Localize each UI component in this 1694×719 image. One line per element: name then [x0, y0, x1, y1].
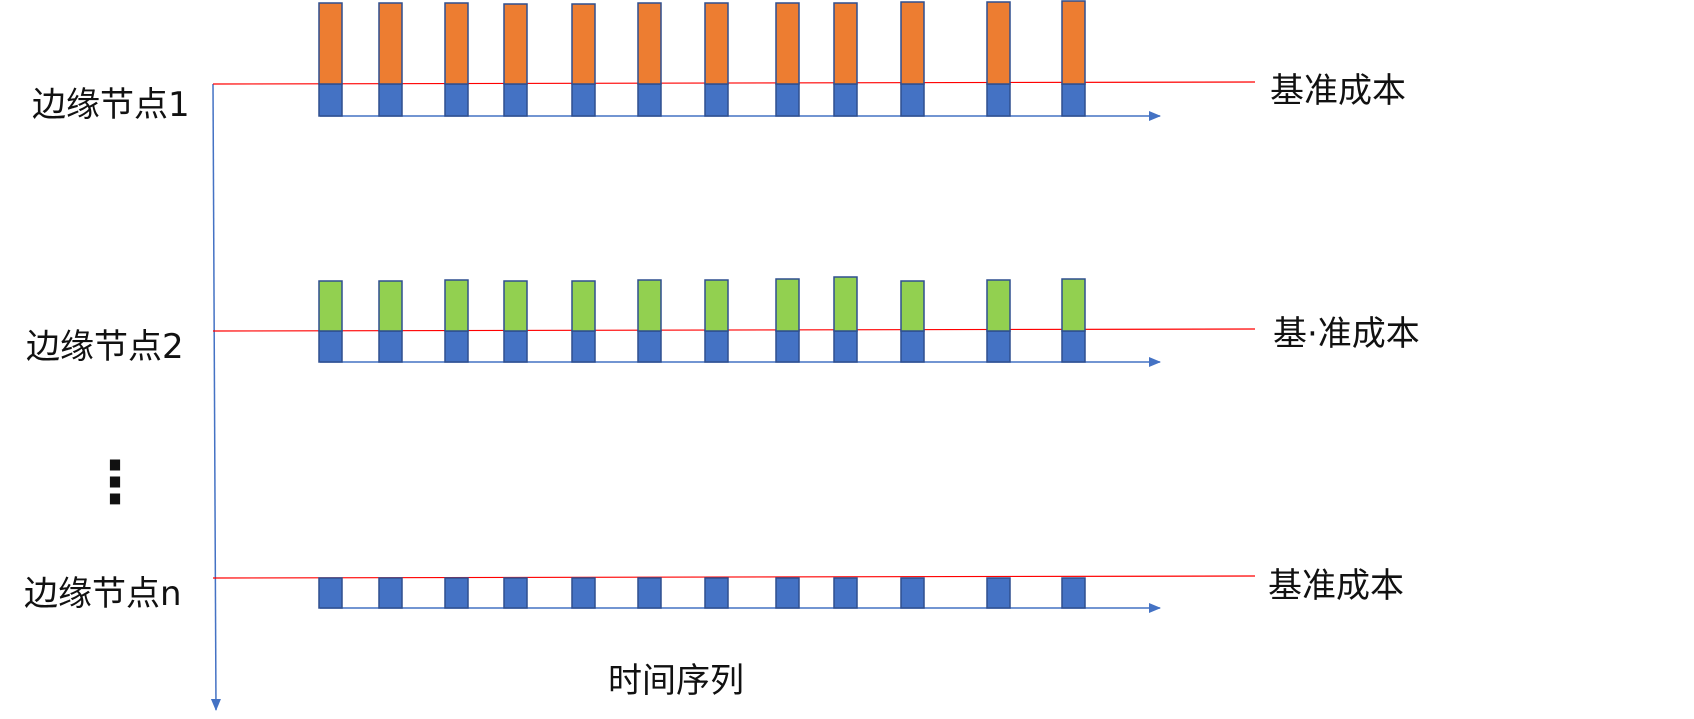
base-cost-bar [704, 577, 729, 609]
row-node-n: 边缘节点n 基准成本 [24, 566, 1404, 614]
excess-cost-bar [318, 2, 343, 85]
baseline-1 [212, 81, 1256, 85]
excess-cost-bar [986, 1, 1011, 85]
base-cost-bar [775, 330, 800, 363]
base-cost-bar [637, 330, 662, 363]
base-cost-bar [1061, 330, 1086, 363]
bars-2 [318, 276, 1086, 363]
excess-cost-bar [571, 280, 596, 332]
base-cost-bar [571, 83, 596, 117]
node-axis-arrow [210, 83, 221, 711]
excess-cost-bar [444, 2, 469, 85]
excess-cost-bar [1061, 0, 1086, 85]
excess-cost-bar [775, 278, 800, 332]
base-cost-bar [378, 330, 403, 363]
base-cost-bar [637, 577, 662, 609]
base-cost-bar [900, 83, 925, 117]
base-cost-bar [378, 83, 403, 117]
row-node-1: 边缘节点1 基准成本 [32, 0, 1406, 125]
excess-cost-bar [986, 279, 1011, 332]
excess-cost-bar [833, 276, 858, 332]
ellipsis-dots: ⋮ [86, 448, 144, 516]
excess-cost-bar [704, 279, 729, 332]
base-cost-bar [318, 330, 343, 363]
base-cost-bar [318, 577, 343, 609]
base-cost-bar [444, 577, 469, 609]
base-cost-bar [833, 330, 858, 363]
cost-label-2: 基·准成本 [1273, 314, 1420, 354]
node-label-n: 边缘节点n [24, 574, 182, 614]
row-node-2: 边缘节点2 基·准成本 [26, 276, 1420, 367]
base-cost-bar [986, 577, 1011, 609]
excess-cost-bar [503, 3, 528, 85]
base-cost-bar [571, 330, 596, 363]
time-series-label: 时间序列 [608, 661, 744, 701]
base-cost-bar [571, 577, 596, 609]
bars-n [318, 577, 1086, 609]
bars-1 [318, 0, 1086, 117]
base-cost-bar [704, 83, 729, 117]
excess-cost-bar [637, 279, 662, 332]
base-cost-bar [704, 330, 729, 363]
base-cost-bar [378, 577, 403, 609]
excess-cost-bar [318, 280, 343, 332]
baseline-2 [212, 328, 1256, 332]
base-cost-bar [318, 83, 343, 117]
base-cost-bar [503, 83, 528, 117]
node-label-2: 边缘节点2 [26, 327, 184, 367]
excess-cost-bar [900, 1, 925, 85]
excess-cost-bar [444, 279, 469, 332]
baseline-n [212, 575, 1256, 579]
cost-label-1: 基准成本 [1270, 71, 1406, 111]
excess-cost-bar [704, 2, 729, 85]
cost-label-n: 基准成本 [1268, 566, 1404, 606]
base-cost-bar [1061, 577, 1086, 609]
excess-cost-bar [637, 2, 662, 85]
node-label-1: 边缘节点1 [32, 85, 190, 125]
base-cost-bar [833, 577, 858, 609]
base-cost-bar [775, 577, 800, 609]
base-cost-bar [503, 330, 528, 363]
excess-cost-bar [833, 2, 858, 85]
excess-cost-bar [775, 2, 800, 85]
base-cost-bar [1061, 83, 1086, 117]
base-cost-bar [900, 330, 925, 363]
base-cost-bar [637, 83, 662, 117]
excess-cost-bar [378, 2, 403, 85]
base-cost-bar [444, 330, 469, 363]
base-cost-bar [444, 83, 469, 117]
excess-cost-bar [503, 280, 528, 332]
base-cost-bar [833, 83, 858, 117]
base-cost-bar [986, 83, 1011, 117]
base-cost-bar [900, 577, 925, 609]
base-cost-bar [503, 577, 528, 609]
excess-cost-bar [900, 280, 925, 332]
excess-cost-bar [571, 3, 596, 85]
base-cost-bar [775, 83, 800, 117]
excess-cost-bar [378, 280, 403, 332]
base-cost-bar [986, 330, 1011, 363]
excess-cost-bar [1061, 278, 1086, 332]
